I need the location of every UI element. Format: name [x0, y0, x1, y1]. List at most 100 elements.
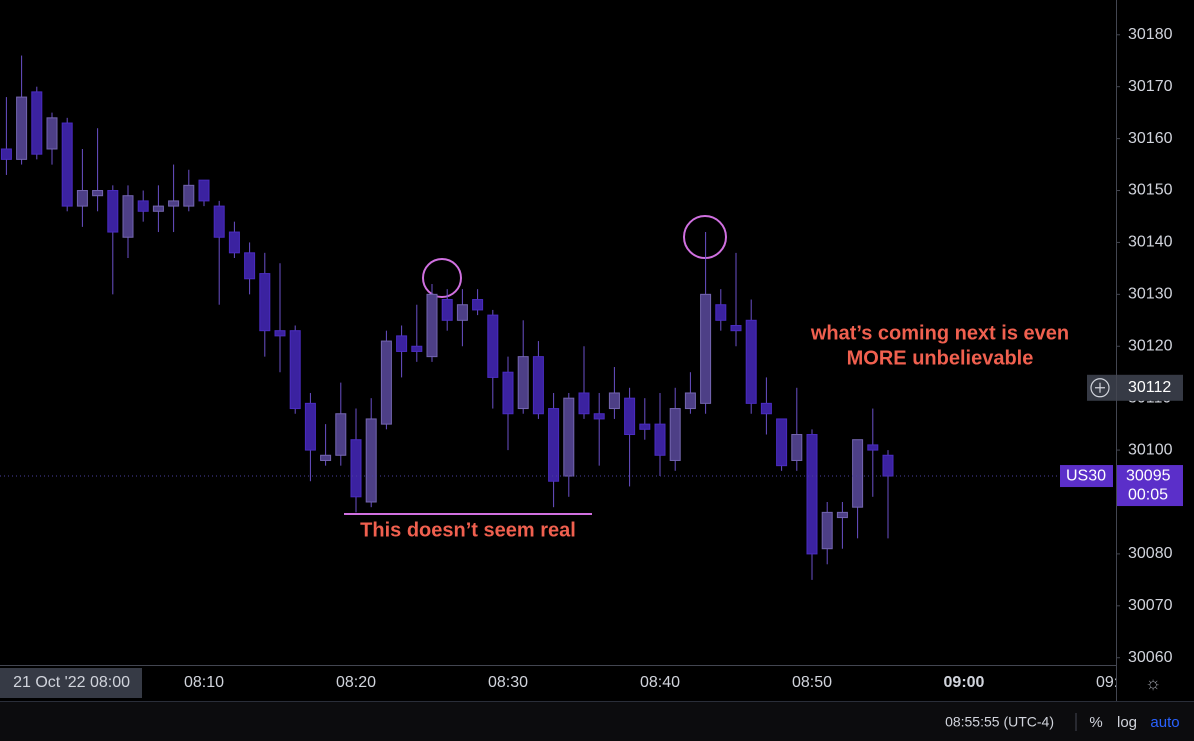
y-tick-label: 30160 — [1128, 130, 1173, 147]
candle-body — [244, 252, 256, 280]
candle-body — [821, 511, 833, 550]
candle-body — [228, 231, 240, 254]
x-tick-label: 21 Oct '22 08:00 — [13, 674, 130, 691]
candle-body — [304, 402, 316, 451]
candle-body — [168, 200, 180, 207]
highlight-circle — [683, 215, 727, 259]
percent-toggle[interactable]: % — [1089, 714, 1102, 731]
candle-body — [320, 454, 332, 461]
candle-body — [593, 413, 605, 420]
time-axis: 21 Oct '22 08:00 08:10 08:20 08:30 08:40 08:5… — [0, 668, 1116, 698]
candle-body — [122, 195, 134, 238]
candle-body — [578, 392, 590, 415]
candle-body — [730, 324, 742, 332]
candle-body — [882, 454, 894, 477]
candle-body — [426, 293, 438, 358]
candle-body — [456, 304, 468, 321]
y-tick-label: 30080 — [1128, 545, 1173, 562]
symbol-label: US30 — [1066, 467, 1106, 484]
status-time: 08:55:55 (UTC-4) — [945, 714, 1054, 730]
candle-body — [776, 418, 788, 467]
x-tick-label: 08:50 — [792, 674, 832, 691]
x-tick-label: 09:00 — [944, 674, 985, 691]
candle-body — [335, 413, 347, 456]
candle-body — [654, 423, 666, 456]
crosshair-price-label: 30112 — [1128, 379, 1171, 396]
candle-body — [31, 91, 43, 155]
crosshair-plus-sign — [1095, 382, 1105, 393]
candle-body — [183, 184, 195, 207]
candle-body — [684, 392, 696, 410]
candle-body — [548, 408, 560, 482]
status-bar: 08:55:55 (UTC-4) % log auto — [0, 701, 1194, 741]
candle-body — [700, 293, 712, 404]
candle-body — [92, 190, 104, 197]
candle-body — [213, 205, 225, 238]
y-tick-label: 30120 — [1128, 337, 1173, 354]
annotation: This doesn’t seem real — [360, 519, 576, 541]
y-tick-label: 30170 — [1128, 78, 1173, 95]
candle-body — [669, 408, 681, 461]
symbol-label-bg — [1060, 465, 1113, 488]
candle-body — [380, 340, 392, 425]
annotation: MORE unbelievable — [847, 347, 1034, 369]
candle-body — [563, 397, 575, 477]
countdown-label: 00:05 — [1128, 486, 1168, 503]
x-tick-label: 08:30 — [488, 674, 528, 691]
candle-body — [76, 190, 88, 207]
candle-body — [852, 439, 864, 508]
last-price-label: 30095 — [1126, 467, 1171, 484]
candle-body — [745, 319, 757, 404]
price-axis: ☼ 30060300703008030090301003011030120301… — [1116, 0, 1183, 701]
candle-body — [365, 418, 377, 503]
settings-icon[interactable]: ☼ — [1145, 673, 1162, 693]
x-tick-label: 08:10 — [184, 674, 224, 691]
candle-body — [608, 392, 620, 410]
candle-body — [107, 190, 119, 233]
auto-toggle[interactable]: auto — [1150, 714, 1179, 731]
y-tick-label: 30140 — [1128, 234, 1173, 251]
y-tick-label: 30130 — [1128, 286, 1173, 303]
axis-border — [0, 665, 1116, 666]
candle-body — [532, 356, 544, 415]
candle-body — [350, 439, 362, 498]
candle-body — [411, 345, 423, 352]
y-tick-label: 30070 — [1128, 597, 1173, 614]
y-tick-label: 30180 — [1128, 26, 1173, 43]
last-price-bg — [1117, 465, 1183, 507]
candle-body — [791, 434, 803, 461]
candle-body — [502, 371, 514, 415]
y-tick-label: 30100 — [1128, 441, 1173, 458]
status-bg — [0, 701, 1194, 741]
candle-body — [806, 434, 818, 555]
candle-body — [517, 356, 529, 410]
candle-body — [198, 179, 210, 202]
candle-body — [152, 205, 164, 212]
candle-body — [624, 397, 636, 436]
candle-body — [487, 314, 499, 378]
annotation: what’s coming next is even — [810, 322, 1069, 344]
y-tick-label: 30060 — [1128, 649, 1173, 666]
candle-body — [61, 122, 73, 207]
crosshair-price-bg — [1117, 374, 1183, 401]
log-toggle[interactable]: log — [1117, 714, 1137, 731]
candle-body — [441, 299, 453, 321]
x-tick-label: 08:20 — [336, 674, 376, 691]
plot-area: This doesn’t seem real what’s coming nex… — [0, 55, 1116, 580]
candle-body — [137, 200, 149, 212]
candle-body — [16, 96, 28, 160]
highlight-circle — [422, 258, 462, 298]
x-tick-label: 09:10 — [1096, 674, 1116, 691]
candle-body — [259, 273, 271, 332]
candle-body — [396, 335, 408, 352]
candle-body — [472, 299, 484, 311]
candle-body — [46, 117, 58, 150]
candle-body — [274, 330, 286, 337]
candle-body — [0, 148, 12, 160]
candle-body — [836, 511, 848, 519]
x-tick-label: 08:40 — [640, 674, 680, 691]
crosshair-plus[interactable] — [1090, 378, 1110, 398]
candle-body — [639, 423, 651, 430]
candle-body — [760, 402, 772, 415]
